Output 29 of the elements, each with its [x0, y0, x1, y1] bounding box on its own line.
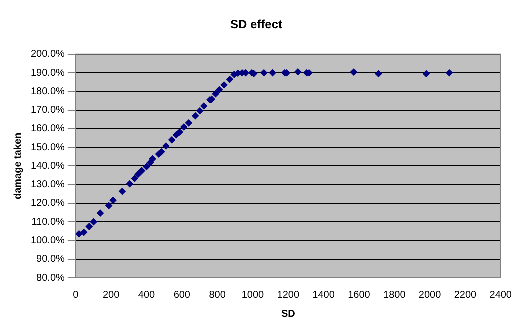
x-tick-label: 600 — [174, 290, 191, 301]
y-tick-label: 80.0% — [36, 272, 66, 284]
x-tick-label: 400 — [138, 290, 156, 301]
y-tick-label: 90.0% — [36, 254, 66, 266]
y-tick-label: 100.0% — [30, 235, 66, 246]
y-tick-label: 120.0% — [30, 198, 66, 210]
chart-title: SD effect — [230, 18, 283, 32]
x-tick-label: 2400 — [490, 290, 512, 301]
x-tick-label: 800 — [209, 290, 226, 301]
x-tick-label: 1400 — [312, 290, 336, 301]
x-tick-label: 1000 — [242, 290, 265, 301]
x-tick-label: 0 — [73, 290, 80, 301]
x-tick-label: 1600 — [348, 290, 371, 301]
y-axis-title: damage taken — [12, 132, 24, 200]
y-tick-label: 200.0% — [30, 49, 66, 60]
x-tick-label: 1200 — [277, 290, 300, 301]
y-tick-label: 180.0% — [30, 86, 66, 98]
y-tick-label: 190.0% — [30, 68, 66, 79]
x-tick-label: 200 — [102, 290, 120, 301]
x-tick-label: 2200 — [454, 290, 478, 301]
y-tick-label: 150.0% — [30, 142, 66, 154]
y-tick-label: 160.0% — [30, 124, 66, 135]
x-tick-label: 1800 — [384, 290, 406, 301]
x-tick-label: 2000 — [418, 290, 442, 301]
y-tick-label: 170.0% — [30, 105, 66, 116]
y-tick-label: 110.0% — [32, 216, 66, 228]
y-tick-label: 140.0% — [30, 160, 66, 172]
y-tick-label: 130.0% — [30, 180, 66, 191]
x-axis-title: SD — [281, 308, 296, 320]
